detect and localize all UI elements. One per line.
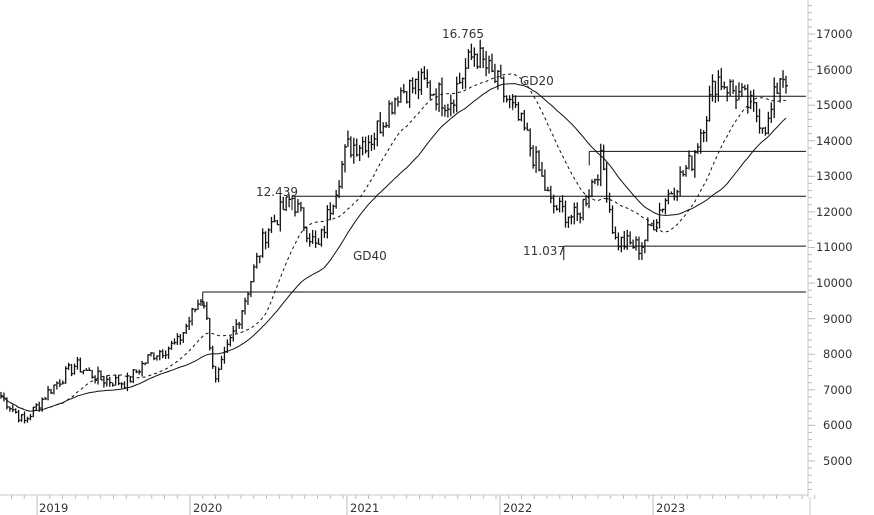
- y-tick-label: 7000: [823, 383, 852, 397]
- y-tick-label: 8000: [823, 347, 852, 361]
- y-tick-label: 14000: [816, 134, 853, 148]
- horizontal-levels: [202, 95, 806, 306]
- gd40-label: GD40: [353, 249, 387, 263]
- y-axis-labels: 17000 16000 15000 14000 13000 12000 1100…: [816, 27, 853, 468]
- x-tick-label: 2021: [350, 501, 379, 515]
- x-axis-labels: 2019 2020 2021 2022 2023: [39, 501, 685, 515]
- level-label-12439: 12.439: [256, 185, 298, 199]
- gd20-label: GD20: [520, 74, 554, 88]
- x-tick-label: 2020: [193, 501, 222, 515]
- y-axis-ticks: [808, 5, 815, 490]
- y-tick-label: 12000: [816, 205, 853, 219]
- y-tick-label: 16000: [816, 63, 853, 77]
- x-tick-label: 2022: [503, 501, 532, 515]
- y-tick-label: 6000: [823, 418, 852, 432]
- y-tick-label: 15000: [816, 98, 853, 112]
- level-label-11037: 11.037: [523, 244, 565, 258]
- y-tick-label: 10000: [816, 276, 853, 290]
- peak-label: 16.765: [442, 27, 484, 41]
- x-tick-label: 2019: [39, 501, 68, 515]
- gd20-line: [0, 73, 787, 412]
- gd40-line: [0, 83, 787, 412]
- price-bars: [0, 39, 788, 424]
- y-tick-label: 5000: [823, 454, 852, 468]
- x-axis-ticks: [11, 495, 816, 515]
- y-tick-label: 17000: [816, 27, 853, 41]
- y-tick-label: 9000: [823, 312, 852, 326]
- y-tick-label: 13000: [816, 169, 853, 183]
- x-tick-label: 2023: [656, 501, 685, 515]
- y-tick-label: 11000: [816, 240, 853, 254]
